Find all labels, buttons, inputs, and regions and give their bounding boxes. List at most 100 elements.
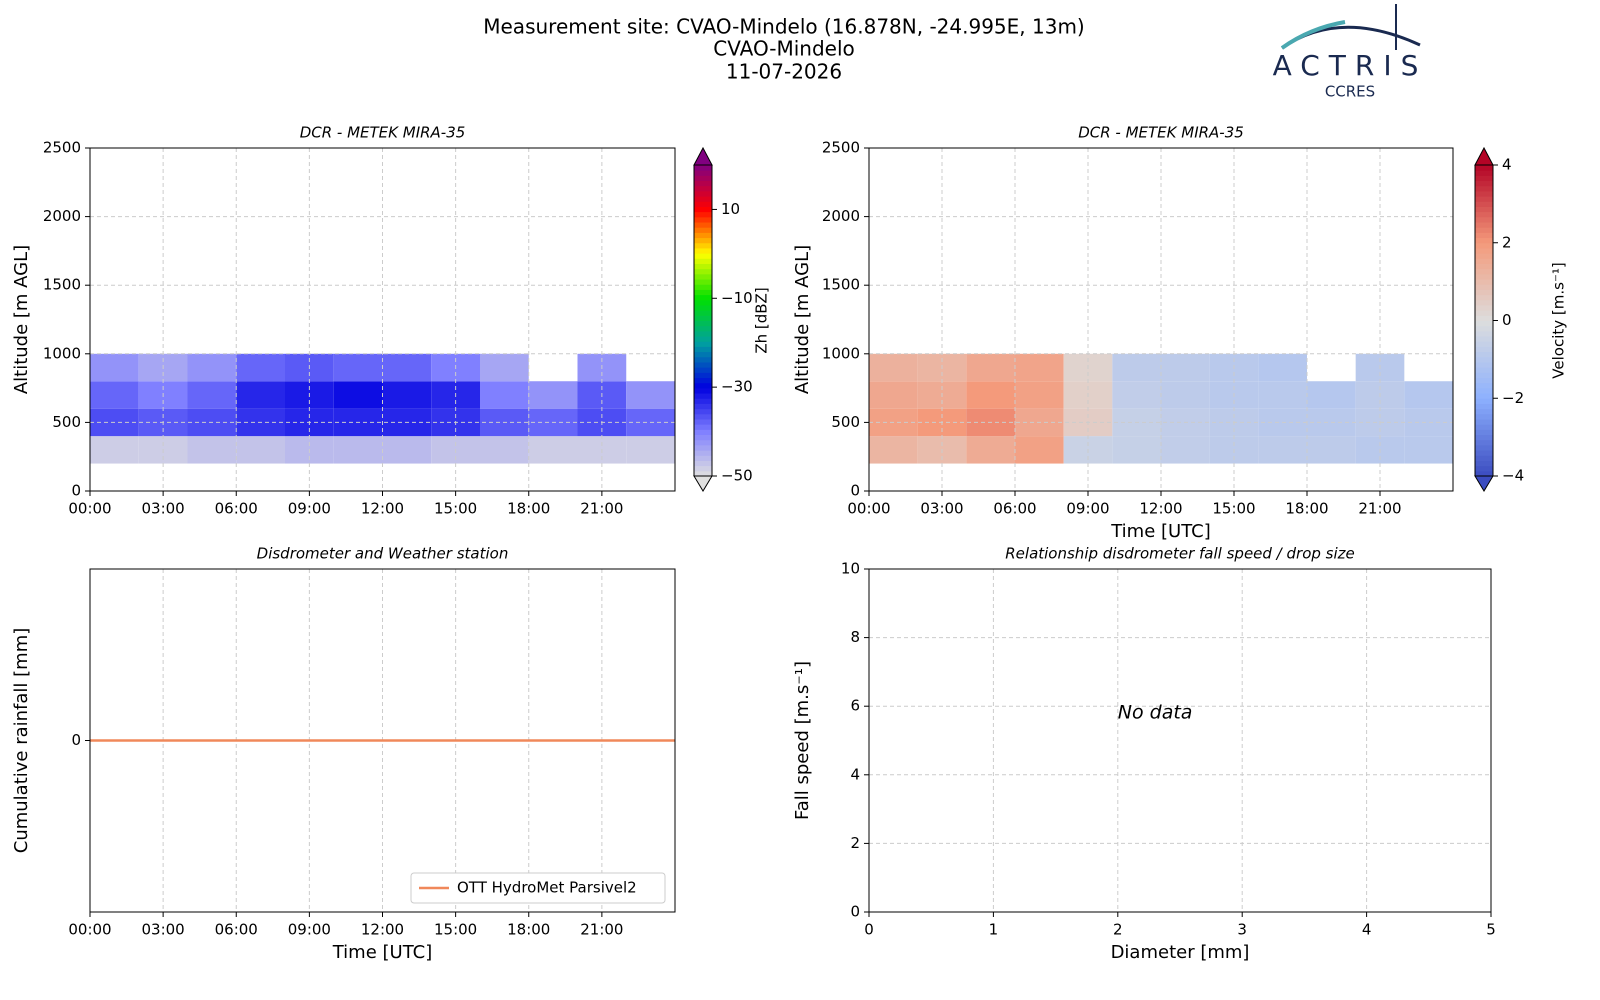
heatmap-cell — [236, 436, 285, 464]
heatmap-cell — [1015, 436, 1064, 464]
colorbar-strip — [694, 450, 712, 456]
colorbar-strip — [694, 227, 712, 233]
colorbar-strip — [1475, 315, 1493, 321]
colorbar-strip — [694, 439, 712, 446]
x-tick-label: 09:00 — [1066, 500, 1109, 518]
colorbar-strip — [694, 201, 712, 207]
heatmap-cell — [333, 436, 383, 464]
colorbar-strip — [694, 398, 712, 404]
x-tick-label: 1 — [989, 921, 999, 939]
colorbar-strip — [694, 294, 712, 301]
colorbar-strip — [1475, 227, 1493, 233]
colorbar-tick-label: −4 — [1502, 467, 1524, 485]
heatmap-cell — [869, 353, 918, 382]
colorbar-strip — [694, 460, 712, 467]
colorbar-strip — [1475, 351, 1493, 358]
colorbar-strip — [694, 429, 712, 436]
y-tick-label: 1000 — [822, 344, 860, 362]
colorbar-strip — [1475, 320, 1493, 327]
colorbar-strip — [694, 408, 712, 415]
colorbar-strip — [1475, 367, 1493, 373]
heatmap-cell — [966, 353, 1015, 382]
colorbar-strip — [694, 310, 712, 316]
colorbar-strip — [1475, 190, 1493, 197]
heatmap-cell — [382, 353, 432, 382]
heatmap-cell — [1161, 436, 1210, 464]
colorbar-strip — [1475, 294, 1493, 301]
logo-subtitle: CCRES — [1325, 83, 1375, 101]
colorbar-strip — [694, 289, 712, 296]
colorbar-tick-label: 2 — [1502, 233, 1512, 251]
x-tick-label: 00:00 — [68, 500, 111, 518]
colorbar-strip — [694, 299, 712, 306]
colorbar-strip — [694, 232, 712, 239]
colorbar-strip — [1475, 361, 1493, 368]
x-tick-label: 21:00 — [580, 921, 623, 939]
y-tick-label: 1500 — [43, 276, 81, 294]
header-line: CVAO-Mindelo — [713, 37, 855, 61]
colorbar-strip — [1475, 372, 1493, 379]
heatmap-cell — [480, 381, 529, 409]
colorbar-strip — [1475, 211, 1493, 218]
colorbar-strip — [1475, 242, 1493, 249]
colorbar-strip — [1475, 279, 1493, 285]
colorbar-strip — [694, 444, 712, 451]
colorbar-strip — [694, 336, 712, 342]
colorbar-strip — [694, 377, 712, 384]
colorbar-strip — [1475, 403, 1493, 410]
heatmap-cell — [1307, 436, 1356, 464]
x-tick-label: 21:00 — [580, 500, 623, 518]
x-tick-label: 06:00 — [215, 500, 258, 518]
heatmap-cell — [90, 353, 139, 382]
colorbar-strip — [694, 185, 712, 192]
heatmap-cell — [480, 353, 529, 382]
colorbar-strip — [694, 367, 712, 373]
colorbar-strip — [1475, 434, 1493, 441]
colorbar-strip — [694, 424, 712, 430]
heatmap-cell — [1112, 381, 1161, 409]
colorbar-strip — [694, 346, 712, 353]
heatmap-cell — [480, 436, 529, 464]
y-tick-label: 2500 — [822, 139, 860, 157]
x-tick-label: 12:00 — [361, 500, 404, 518]
colorbar-strip — [1475, 289, 1493, 296]
heatmap-cell — [869, 381, 918, 409]
colorbar-strip — [1475, 470, 1493, 477]
axes-frame — [89, 568, 676, 913]
x-axis-label: Time [UTC] — [1110, 521, 1211, 542]
colorbar-strip — [694, 341, 712, 347]
colorbar-strip — [1475, 439, 1493, 446]
colorbar-strip — [1475, 299, 1493, 306]
y-tick-label: 2 — [850, 834, 860, 852]
colorbar-strip — [694, 372, 712, 379]
heatmap-cell — [1112, 353, 1161, 382]
heatmap-cell — [1112, 436, 1161, 464]
panel: DCR - METEK MIRA-35 Time [UTC] Altitude [m… — [792, 124, 1568, 543]
colorbar-strip — [1475, 325, 1493, 332]
colorbar-label: Zh [dBZ] — [753, 287, 771, 353]
x-tick-label: 12:00 — [1139, 500, 1182, 518]
colorbar-strip — [1475, 465, 1493, 472]
y-tick-label: 1500 — [822, 276, 860, 294]
y-axis-label: Altitude [m AGL] — [11, 245, 32, 394]
colorbar-strip — [694, 284, 712, 290]
colorbar-strip — [1475, 382, 1493, 389]
y-tick-label: 500 — [52, 413, 81, 431]
axes-frame — [89, 147, 676, 492]
colorbar-strip — [1475, 284, 1493, 290]
x-tick-label: 12:00 — [361, 921, 404, 939]
colorbar-strip — [1475, 429, 1493, 436]
colorbar-strip — [1475, 222, 1493, 228]
colorbar-strip — [1475, 356, 1493, 363]
colorbar-strip — [694, 258, 712, 264]
x-tick-label: 15:00 — [434, 500, 477, 518]
heatmap-cell — [333, 353, 383, 382]
colorbar-strip — [1475, 341, 1493, 347]
panel: DCR - METEK MIRA-35 Altitude [m AGL] 00:00… — [11, 124, 771, 518]
colorbar-tick-label: −10 — [721, 289, 753, 307]
colorbar-tick-label: 10 — [721, 200, 740, 218]
colorbar-strip — [1475, 330, 1493, 337]
y-axis-label: Altitude [m AGL] — [792, 245, 813, 394]
colorbar-strip — [1475, 196, 1493, 202]
